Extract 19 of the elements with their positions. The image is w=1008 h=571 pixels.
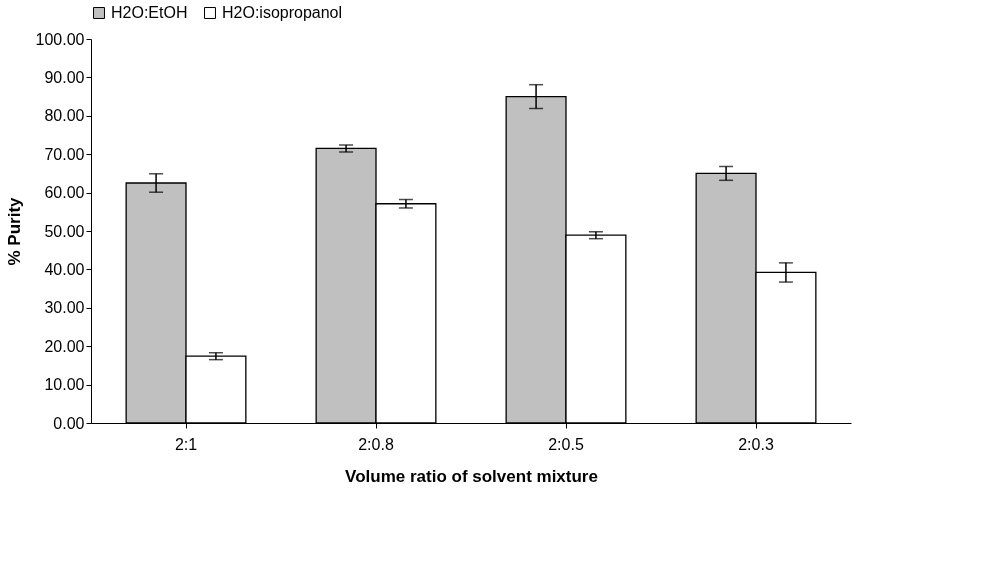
x-tick-label: 2:0.5 bbox=[548, 435, 584, 453]
y-tick-label: 60.00 bbox=[44, 184, 85, 202]
legend-label: H2O:isopropanol bbox=[222, 4, 343, 21]
y-tick-label: 70.00 bbox=[44, 145, 85, 163]
y-tick-label: 0.00 bbox=[53, 414, 85, 432]
x-axis-title: Volume ratio of solvent mixture bbox=[345, 466, 598, 486]
y-tick-label: 50.00 bbox=[44, 222, 85, 240]
y-axis-title: % Purity bbox=[4, 196, 24, 266]
y-tick-label: 30.00 bbox=[44, 299, 85, 317]
y-tick-label: 80.00 bbox=[44, 107, 85, 125]
y-tick-label: 100.00 bbox=[35, 30, 85, 48]
x-tick-label: 2:0.8 bbox=[358, 435, 394, 453]
y-tick-label: 40.00 bbox=[44, 260, 85, 278]
y-tick-label: 20.00 bbox=[44, 337, 85, 355]
legend-label: H2O:EtOH bbox=[111, 4, 188, 21]
x-tick-label: 2:0.3 bbox=[738, 435, 774, 453]
y-tick-label: 10.00 bbox=[44, 376, 85, 394]
y-tick-label: 90.00 bbox=[44, 68, 85, 86]
x-tick-label: 2:1 bbox=[174, 435, 198, 453]
